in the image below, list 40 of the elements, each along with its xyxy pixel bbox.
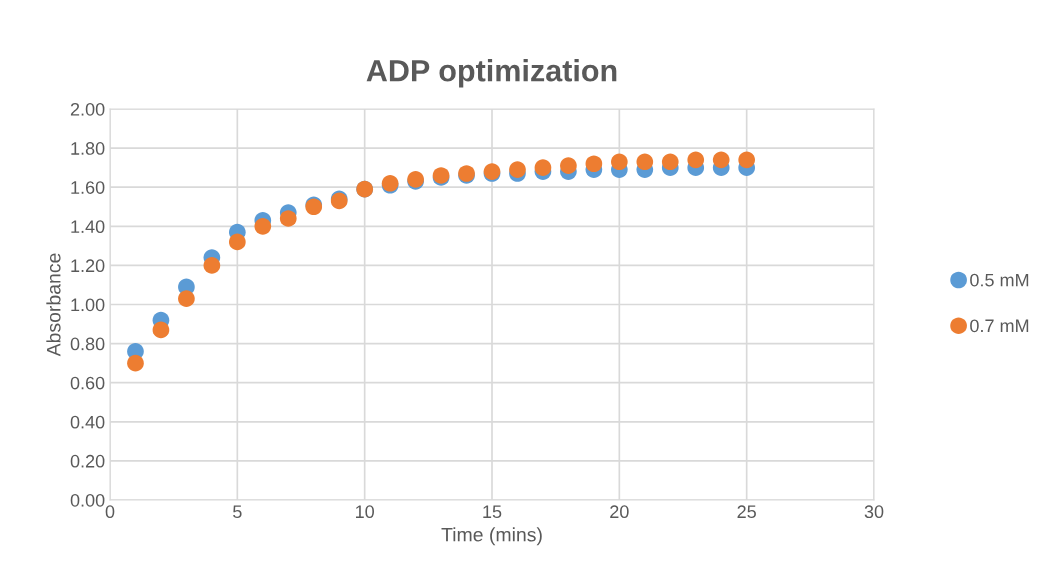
x-tick-label: 10 (356, 505, 374, 519)
legend-label: 0.5 mM (970, 273, 1029, 287)
point (560, 157, 577, 175)
y-tick-label: 2.00 (70, 102, 105, 116)
point (636, 153, 654, 171)
x-tick-label: 15 (483, 505, 502, 519)
y-tick-label: 0.00 (70, 493, 105, 507)
point (585, 155, 603, 173)
y-tick-label: 0.20 (70, 454, 105, 468)
y-axis-title: Absorbance (46, 253, 61, 357)
point (738, 151, 755, 169)
point (254, 217, 272, 235)
point (152, 321, 170, 339)
x-tick-label: 5 (233, 505, 242, 519)
x-tick-label: 30 (864, 505, 884, 519)
point (178, 290, 195, 307)
y-tick-label: 1.60 (71, 181, 105, 194)
point (509, 161, 526, 178)
x-tick-label: 20 (610, 505, 629, 519)
y-tick-label: 0.60 (70, 376, 105, 390)
point (229, 233, 246, 251)
point (712, 151, 730, 169)
y-tick-label: 1.20 (71, 259, 105, 273)
y-tick-label: 0.40 (70, 415, 105, 429)
point (279, 210, 297, 227)
x-tick-label: 25 (737, 505, 756, 519)
point (611, 153, 628, 171)
y-tick-label: 1.80 (71, 142, 105, 155)
point (534, 159, 552, 176)
y-tick-label: 0.80 (70, 337, 105, 351)
x-tick-label: 0 (105, 505, 115, 519)
point (661, 153, 679, 171)
chart-title: ADP optimization (366, 59, 617, 88)
legend-label: 0.7 mM (970, 319, 1029, 333)
point (127, 354, 144, 372)
y-tick-label: 1.40 (71, 220, 105, 234)
y-tick-label: 1.00 (71, 298, 105, 312)
point (687, 151, 705, 169)
x-axis-title: Time (mins) (441, 527, 542, 546)
point (203, 257, 221, 274)
